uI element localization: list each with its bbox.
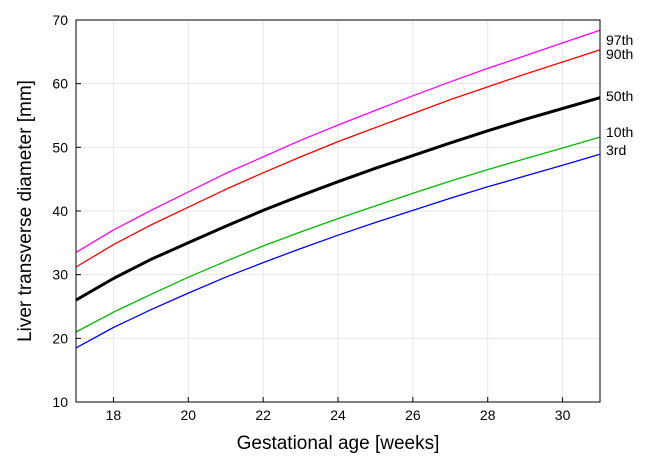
y-tick-label: 40 bbox=[52, 203, 68, 219]
series-label-3rd: 3rd bbox=[606, 142, 626, 158]
x-axis-title: Gestational age [weeks] bbox=[237, 433, 440, 454]
x-tick-label: 28 bbox=[480, 407, 496, 423]
y-tick-label: 50 bbox=[52, 139, 68, 155]
y-axis-title: Liver transverse diameter [mm] bbox=[15, 80, 36, 342]
x-tick-label: 30 bbox=[555, 407, 571, 423]
series-line-97th bbox=[75, 29, 601, 253]
series-label-90th: 90th bbox=[606, 46, 633, 62]
y-tick-label: 60 bbox=[52, 76, 68, 92]
series-line-90th bbox=[75, 49, 601, 268]
x-tick-label: 26 bbox=[405, 407, 421, 423]
x-tick-label: 22 bbox=[255, 407, 271, 423]
series-line-3rd bbox=[75, 153, 601, 349]
series-line-50th bbox=[75, 96, 601, 302]
series-label-50th: 50th bbox=[606, 88, 633, 104]
series-label-10th: 10th bbox=[606, 124, 633, 140]
axis-ticks: 18 20 22 24 26 28 30 10 20 30 40 50 60 70 bbox=[52, 12, 570, 423]
y-tick-label: 30 bbox=[52, 267, 68, 283]
y-tick-label: 20 bbox=[52, 330, 68, 346]
series-line-10th bbox=[75, 136, 601, 333]
y-tick-label: 10 bbox=[52, 394, 68, 410]
x-tick-label: 24 bbox=[330, 407, 346, 423]
x-tick-label: 20 bbox=[180, 407, 196, 423]
series-lines bbox=[75, 29, 601, 349]
x-tick-label: 18 bbox=[106, 407, 122, 423]
y-tick-label: 70 bbox=[52, 12, 68, 28]
grid bbox=[76, 19, 600, 403]
series-label-97th: 97th bbox=[606, 32, 633, 48]
